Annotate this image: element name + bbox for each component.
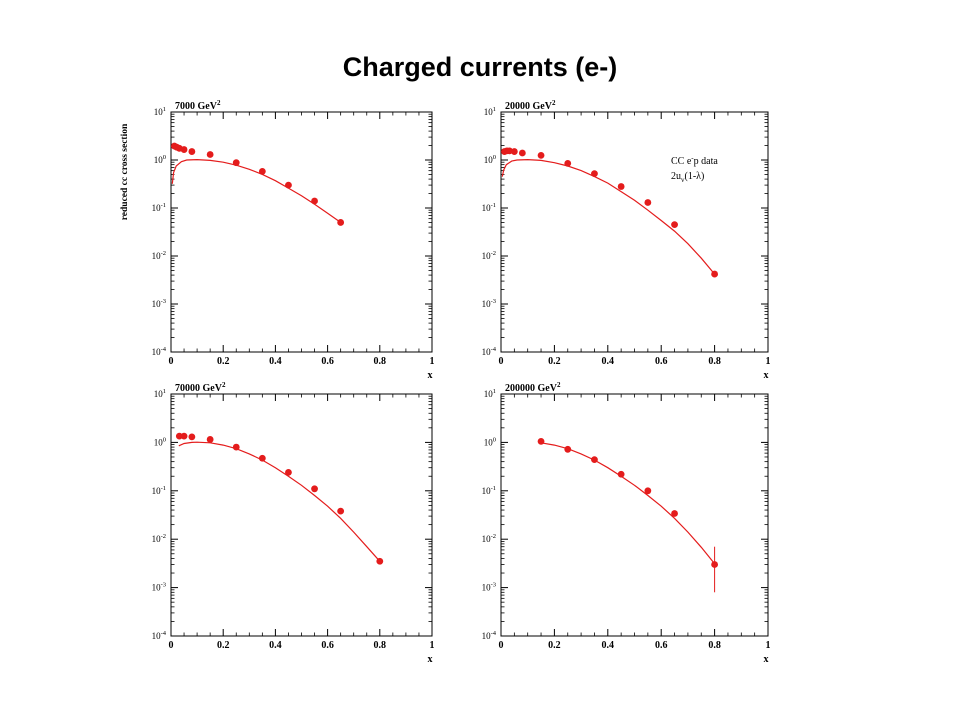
x-tick-label: 0.8 <box>708 640 721 651</box>
x-tick-label: 0.6 <box>321 640 334 651</box>
data-point <box>644 487 652 495</box>
data-point <box>337 507 345 515</box>
data-point <box>206 151 214 158</box>
y-tick-label: 10-2 <box>482 533 496 544</box>
fit-curve <box>501 158 716 275</box>
data-point <box>711 561 718 568</box>
y-axis-label: reduced cc cross section <box>120 123 130 220</box>
y-tick-label: 101 <box>154 106 166 117</box>
x-tick-label: 0.2 <box>548 640 561 651</box>
x-tick-label: 0.4 <box>602 356 615 367</box>
x-axis-label: x <box>428 370 433 381</box>
x-tick-label: 1 <box>430 640 435 651</box>
x-tick-label: 0.2 <box>217 356 230 367</box>
y-tick-label: 100 <box>154 154 166 165</box>
chart-panel-4: 101 100 10-1 10-2 10-3 10-40 0.2 0.4 0.6 0.8 1 x 200… <box>482 381 771 665</box>
data-point <box>175 432 183 440</box>
y-tick-label: 10-1 <box>152 202 166 213</box>
plot-frame <box>500 393 769 637</box>
data-point <box>518 149 526 157</box>
x-tick-label: 0 <box>499 356 504 367</box>
x-tick-label: 1 <box>766 640 771 651</box>
y-tick-label: 10-1 <box>482 485 496 496</box>
legend-curve-label: 2uv(1-λ) <box>671 171 704 184</box>
chart-panel-3: 101 100 10-1 10-2 10-3 10-40 0.2 0.4 0.6 0.8 1 x 700… <box>152 381 435 665</box>
x-tick-label: 0 <box>169 356 174 367</box>
data-point <box>617 183 625 190</box>
legend-data-label: CC e-p data <box>671 154 718 167</box>
data-point <box>188 433 196 441</box>
x-axis-label: x <box>428 654 433 665</box>
x-tick-label: 0.4 <box>269 356 282 367</box>
panel-title: 7000 GeV2 <box>175 99 221 112</box>
x-tick-label: 0.6 <box>655 356 668 367</box>
x-tick-label: 1 <box>430 356 435 367</box>
data-point <box>671 510 678 517</box>
x-tick-label: 1 <box>766 356 771 367</box>
y-tick-label: 10-3 <box>152 298 166 309</box>
x-tick-label: 0 <box>499 640 504 651</box>
chart-panel-1: 101 100 10-1 10-2 10-3 10-40 0.2 0.4 0.6 0.8 1 x 700… <box>120 99 435 381</box>
data-point <box>311 197 318 205</box>
data-point <box>180 432 188 440</box>
x-tick-label: 0.4 <box>269 640 282 651</box>
y-tick-label: 10-3 <box>152 582 166 593</box>
plot-frame <box>170 393 433 637</box>
y-tick-label: 101 <box>484 106 496 117</box>
data-point <box>180 146 188 153</box>
data-point <box>258 454 266 462</box>
plot-frame <box>170 111 433 353</box>
panel-title: 20000 GeV2 <box>505 99 556 112</box>
y-tick-label: 10-4 <box>152 630 167 641</box>
x-tick-label: 0 <box>169 640 174 651</box>
slide-title: Charged currents (e-) <box>342 52 618 82</box>
data-point <box>510 148 518 155</box>
data-point <box>671 221 678 229</box>
x-tick-label: 0.8 <box>374 640 387 651</box>
x-tick-label: 0.8 <box>374 356 387 367</box>
x-tick-label: 0.6 <box>655 640 668 651</box>
data-point <box>644 199 652 206</box>
data-point <box>188 148 196 155</box>
x-tick-label: 0.8 <box>708 356 721 367</box>
fit-curve <box>178 441 381 562</box>
data-point <box>206 436 214 443</box>
panel-title: 70000 GeV2 <box>175 381 226 394</box>
x-axis-label: x <box>764 370 769 381</box>
y-tick-label: 10-4 <box>152 346 167 357</box>
y-tick-label: 10-1 <box>152 485 166 496</box>
x-axis-label: x <box>764 654 769 665</box>
y-tick-label: 101 <box>484 388 496 399</box>
y-tick-label: 10-2 <box>482 250 496 261</box>
data-point <box>617 470 625 478</box>
y-tick-label: 10-4 <box>482 630 497 641</box>
y-tick-label: 10-3 <box>482 298 496 309</box>
data-point <box>311 485 318 493</box>
x-tick-label: 0.2 <box>548 356 561 367</box>
y-tick-label: 10-2 <box>152 533 166 544</box>
y-tick-label: 10-3 <box>482 582 496 593</box>
y-tick-label: 10-1 <box>482 202 496 213</box>
y-tick-label: 10-4 <box>482 346 497 357</box>
x-tick-label: 0.2 <box>217 640 230 651</box>
y-tick-label: 100 <box>484 436 496 447</box>
fit-curve <box>540 442 716 565</box>
panel-title: 200000 GeV2 <box>505 381 561 394</box>
y-tick-label: 10-2 <box>152 250 166 261</box>
data-point <box>537 151 545 159</box>
data-point <box>285 468 292 476</box>
x-tick-label: 0.6 <box>321 356 334 367</box>
x-tick-label: 0.4 <box>602 640 615 651</box>
data-point <box>258 167 266 175</box>
fit-curve <box>171 158 341 223</box>
y-tick-label: 101 <box>154 388 166 399</box>
chart-panel-2: 101 100 10-1 10-2 10-3 10-40 0.2 0.4 0.6 0.8 1 x 200… <box>482 99 771 381</box>
y-tick-label: 100 <box>484 154 496 165</box>
plot-frame <box>500 111 769 353</box>
y-tick-label: 100 <box>154 436 166 447</box>
